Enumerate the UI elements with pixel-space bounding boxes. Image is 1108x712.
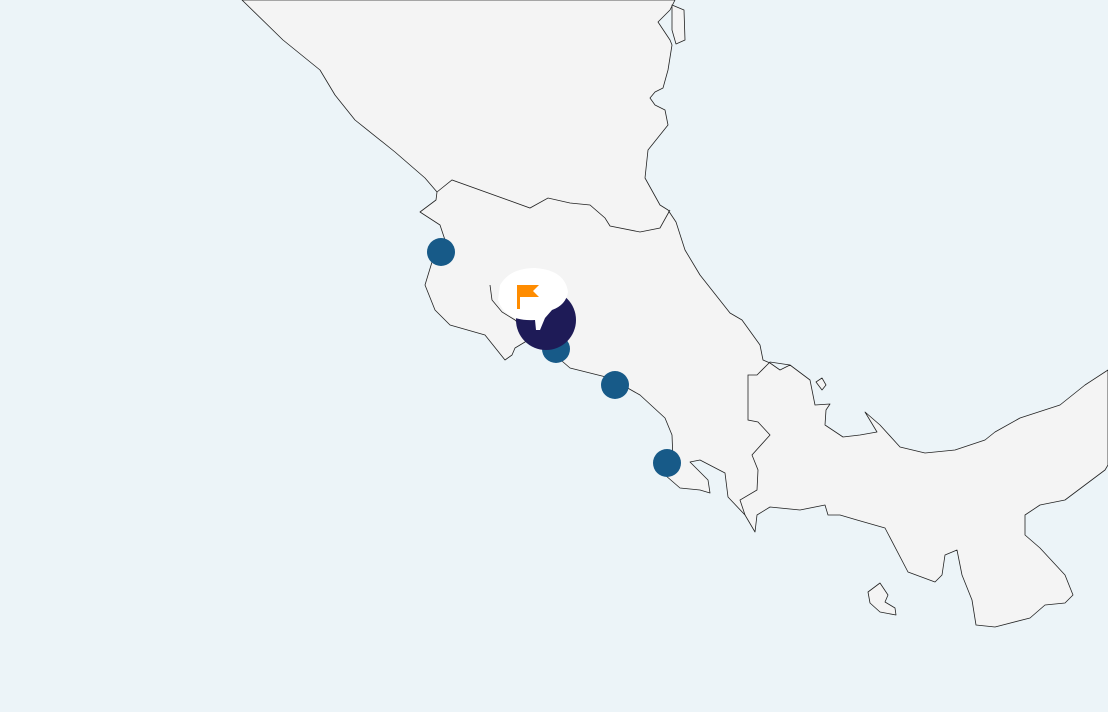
island (815, 377, 827, 391)
island (867, 582, 897, 616)
border-costa-rica-panama (739, 361, 791, 516)
selected-marker[interactable] (498, 268, 568, 330)
border-nicaragua-costa-rica (436, 179, 671, 233)
location-marker[interactable] (653, 449, 681, 477)
location-marker[interactable] (427, 238, 455, 266)
flag-icon (517, 285, 539, 309)
landmass (241, 0, 1108, 628)
island (671, 4, 686, 45)
location-marker[interactable] (601, 371, 629, 399)
